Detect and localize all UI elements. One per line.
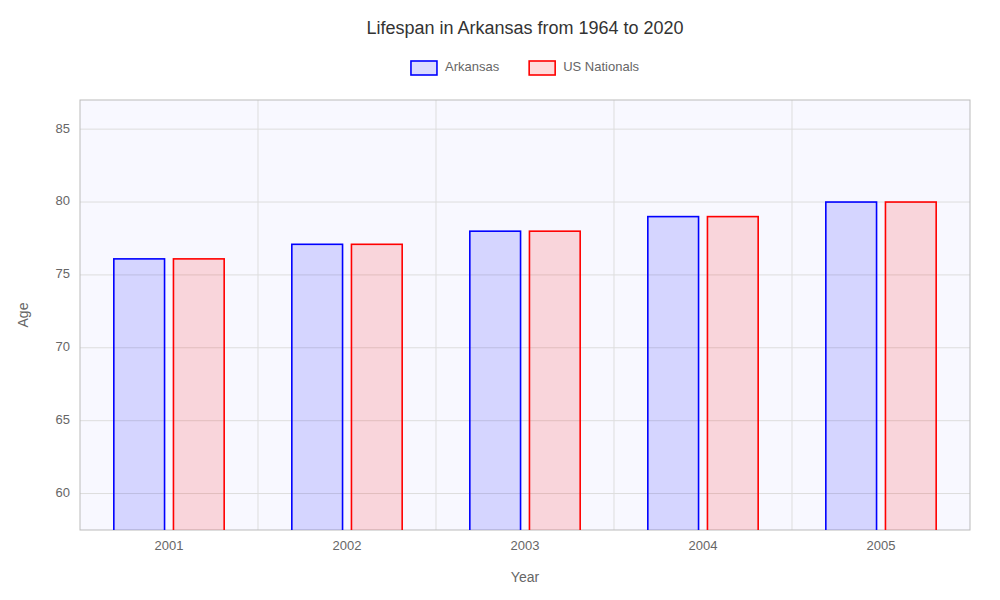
legend-swatch — [411, 61, 437, 75]
y-tick-label: 75 — [56, 266, 70, 281]
bars — [114, 202, 936, 530]
group-separator — [436, 100, 437, 530]
x-tick-label: 2005 — [867, 538, 896, 553]
y-tick-label: 65 — [56, 412, 70, 427]
y-tick-label: 80 — [56, 193, 70, 208]
bar — [292, 244, 343, 530]
chart-container: 60 65 70 75 80 85 2001 2002 2003 2004 2005 Year Age L… — [0, 0, 1000, 600]
y-tick-label: 85 — [56, 121, 70, 136]
bar — [826, 202, 877, 530]
bar — [529, 231, 580, 530]
x-axis-label: Year — [511, 569, 540, 585]
legend-label: Arkansas — [445, 59, 500, 74]
group-separator — [258, 100, 259, 530]
y-tick-label: 60 — [56, 485, 70, 500]
legend-item: US Nationals — [529, 59, 639, 75]
title: Lifespan in Arkansas from 1964 to 2020 — [366, 18, 683, 38]
group-separator — [792, 100, 793, 530]
bar — [707, 217, 758, 530]
bar — [648, 217, 699, 530]
legend-swatch — [529, 61, 555, 75]
bar — [173, 259, 224, 530]
bar — [885, 202, 936, 530]
bar — [470, 231, 521, 530]
legend-item: Arkansas — [411, 59, 500, 75]
x-tick-label: 2003 — [511, 538, 540, 553]
y-axis-label: Age — [15, 302, 31, 327]
chart-svg: 60 65 70 75 80 85 2001 2002 2003 2004 2005 Year Age L… — [0, 0, 1000, 600]
bar — [351, 244, 402, 530]
x-tick-label: 2001 — [155, 538, 184, 553]
grid-line — [80, 129, 970, 130]
bar — [114, 259, 165, 530]
legend: Arkansas US Nationals — [411, 59, 640, 75]
x-tick-label: 2002 — [333, 538, 362, 553]
group-separator — [614, 100, 615, 530]
legend-label: US Nationals — [563, 59, 639, 74]
x-tick-label: 2004 — [689, 538, 718, 553]
y-tick-label: 70 — [56, 339, 70, 354]
